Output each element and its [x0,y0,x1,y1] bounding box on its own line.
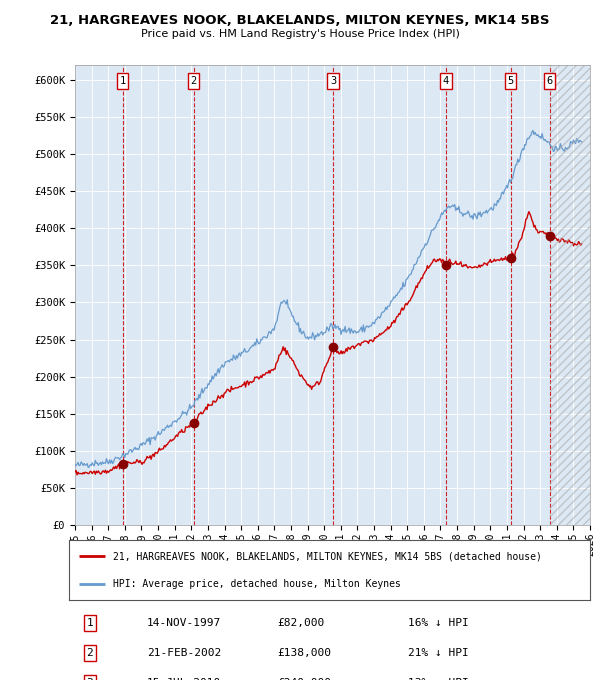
Text: Price paid vs. HM Land Registry's House Price Index (HPI): Price paid vs. HM Land Registry's House … [140,29,460,39]
Text: 21, HARGREAVES NOOK, BLAKELANDS, MILTON KEYNES, MK14 5BS: 21, HARGREAVES NOOK, BLAKELANDS, MILTON … [50,14,550,27]
Text: 14-NOV-1997: 14-NOV-1997 [147,618,221,628]
Text: 6: 6 [547,76,553,86]
Text: 21, HARGREAVES NOOK, BLAKELANDS, MILTON KEYNES, MK14 5BS (detached house): 21, HARGREAVES NOOK, BLAKELANDS, MILTON … [113,551,542,561]
Text: 3: 3 [86,678,93,680]
Text: 2: 2 [86,648,93,658]
Text: 4: 4 [443,76,449,86]
Text: £82,000: £82,000 [277,618,325,628]
Text: 15-JUL-2010: 15-JUL-2010 [147,678,221,680]
Text: 21% ↓ HPI: 21% ↓ HPI [407,648,469,658]
Text: 13% ↓ HPI: 13% ↓ HPI [407,678,469,680]
Text: 1: 1 [119,76,126,86]
Text: 3: 3 [330,76,336,86]
Text: 1: 1 [86,618,93,628]
Bar [550,65,590,525]
Text: £138,000: £138,000 [277,648,331,658]
Text: 16% ↓ HPI: 16% ↓ HPI [407,618,469,628]
Text: £240,000: £240,000 [277,678,331,680]
Text: 5: 5 [508,76,514,86]
Text: 2: 2 [190,76,197,86]
Text: HPI: Average price, detached house, Milton Keynes: HPI: Average price, detached house, Milt… [113,579,401,589]
Text: 21-FEB-2002: 21-FEB-2002 [147,648,221,658]
